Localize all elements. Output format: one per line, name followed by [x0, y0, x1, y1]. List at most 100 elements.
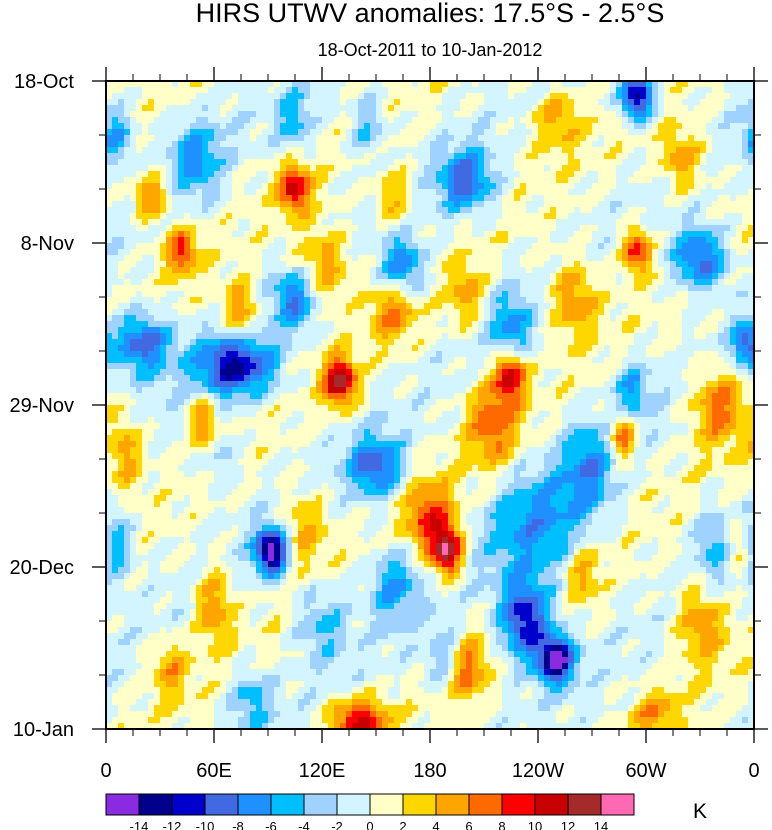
field-cell — [124, 273, 131, 280]
field-cell — [400, 297, 407, 304]
field-cell — [166, 123, 173, 130]
field-cell — [730, 261, 737, 268]
field-cell — [580, 315, 587, 322]
field-cell — [274, 141, 281, 148]
field-cell — [346, 159, 353, 166]
field-cell — [346, 273, 353, 280]
field-cell — [538, 303, 545, 310]
field-cell — [718, 105, 725, 112]
field-cell — [136, 219, 143, 226]
field-cell — [604, 141, 611, 148]
field-cell — [538, 129, 545, 136]
field-cell — [382, 279, 389, 286]
field-cell — [592, 351, 599, 358]
field-cell — [334, 111, 341, 118]
field-cell — [124, 93, 131, 100]
field-cell — [502, 105, 509, 112]
field-cell — [406, 213, 413, 220]
field-cell — [430, 207, 437, 214]
field-cell — [538, 231, 545, 238]
field-cell — [538, 339, 545, 346]
field-cell — [484, 177, 491, 184]
field-cell — [118, 327, 125, 334]
field-cell — [340, 321, 347, 328]
field-cell — [424, 309, 431, 316]
field-cell — [322, 87, 329, 94]
field-cell — [664, 339, 671, 346]
field-cell — [358, 243, 365, 250]
field-cell — [580, 111, 587, 118]
field-cell — [208, 201, 215, 208]
field-cell — [166, 201, 173, 208]
field-cell — [598, 165, 605, 172]
field-cell — [334, 171, 341, 178]
field-cell — [238, 165, 245, 172]
field-cell — [208, 261, 215, 268]
field-cell — [310, 315, 317, 322]
field-cell — [568, 345, 575, 352]
field-cell — [442, 243, 449, 250]
field-cell — [508, 345, 515, 352]
field-cell — [316, 99, 323, 106]
field-cell — [472, 339, 479, 346]
field-cell — [400, 183, 407, 190]
field-cell — [412, 111, 419, 118]
field-cell — [544, 141, 551, 148]
field-cell — [688, 171, 695, 178]
field-cell — [316, 93, 323, 100]
field-cell — [736, 129, 743, 136]
field-cell — [562, 117, 569, 124]
field-cell — [406, 273, 413, 280]
field-cell — [388, 153, 395, 160]
field-cell — [724, 195, 731, 202]
field-cell — [418, 141, 425, 148]
field-cell — [532, 123, 539, 130]
field-cell — [160, 219, 167, 226]
field-cell — [448, 201, 455, 208]
field-cell — [466, 291, 473, 298]
field-cell — [550, 165, 557, 172]
field-cell — [298, 129, 305, 136]
field-cell — [718, 135, 725, 142]
field-cell — [412, 297, 419, 304]
field-cell — [160, 345, 167, 352]
field-cell — [196, 87, 203, 94]
field-cell — [364, 315, 371, 322]
field-cell — [700, 219, 707, 226]
field-cell — [604, 105, 611, 112]
field-cell — [412, 87, 419, 94]
field-cell — [322, 99, 329, 106]
field-cell — [448, 351, 455, 358]
field-cell — [694, 297, 701, 304]
field-cell — [244, 309, 251, 316]
field-cell — [430, 87, 437, 94]
field-cell — [154, 123, 161, 130]
field-cell — [622, 219, 629, 226]
field-cell — [718, 291, 725, 298]
field-cell — [724, 285, 731, 292]
field-cell — [682, 87, 689, 94]
field-cell — [412, 237, 419, 244]
field-cell — [490, 183, 497, 190]
field-cell — [250, 117, 257, 124]
field-cell — [166, 345, 173, 352]
field-cell — [676, 171, 683, 178]
field-cell — [718, 225, 725, 232]
field-cell — [682, 117, 689, 124]
field-cell — [214, 333, 221, 340]
field-cell — [202, 309, 209, 316]
field-cell — [718, 183, 725, 190]
field-cell — [418, 165, 425, 172]
field-cell — [382, 231, 389, 238]
field-cell — [640, 213, 647, 220]
field-cell — [292, 195, 299, 202]
field-cell — [346, 147, 353, 154]
field-cell — [466, 141, 473, 148]
field-cell — [334, 315, 341, 322]
field-cell — [646, 339, 653, 346]
field-cell — [544, 93, 551, 100]
field-cell — [712, 99, 719, 106]
field-cell — [742, 291, 749, 298]
field-cell — [658, 147, 665, 154]
field-cell — [526, 339, 533, 346]
